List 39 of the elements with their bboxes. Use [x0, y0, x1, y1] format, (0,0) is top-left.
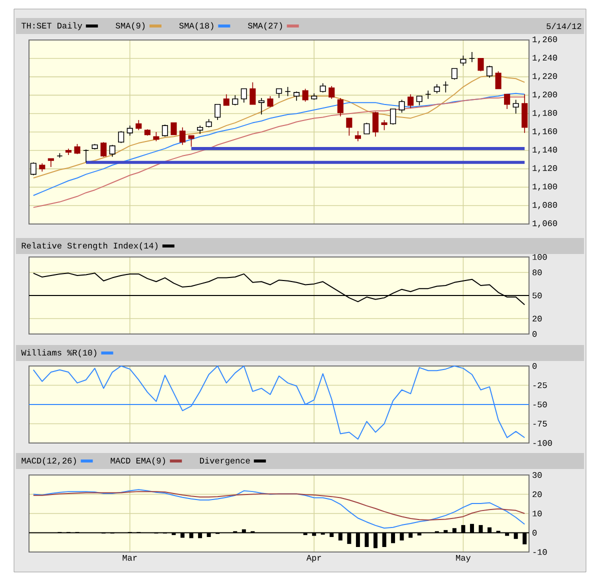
y-tick-label: 100 [532, 254, 547, 260]
y-tick-label: 0 [532, 363, 537, 369]
legend-label: Relative Strength Index(14) [22, 242, 158, 250]
y-tick-label: 1,100 [532, 184, 558, 191]
y-tick-label: 1,060 [532, 220, 558, 228]
y-tick-label: 1,180 [532, 110, 558, 118]
legend-label: SMA(27) [248, 22, 282, 30]
y-tick-label: 1,140 [532, 146, 558, 154]
legend-label: TH:SET Daily [22, 22, 82, 30]
text: 5/14/12 [546, 22, 582, 30]
y-tick-label: 1,220 [532, 73, 558, 80]
y-tick-label: 0 [532, 530, 537, 536]
y-tick-label: 1,200 [532, 92, 558, 99]
y-tick-label: 1,120 [532, 165, 558, 172]
y-tick-label: 20 [532, 491, 542, 498]
y-tick-label: -10 [533, 549, 547, 555]
x-tick-label: May [456, 555, 471, 562]
y-tick-label: -25 [533, 382, 547, 388]
legend-label: MACD EMA(9) [110, 457, 165, 466]
y-tick-label: 0 [532, 331, 537, 337]
y-tick-label: -100 [533, 440, 552, 446]
y-tick-label: 1,160 [532, 128, 558, 136]
y-tick-label: 1,240 [532, 54, 558, 62]
y-tick-label: 80 [532, 270, 542, 276]
y-tick-label: -75 [533, 420, 547, 427]
legend-label: SMA(18) [179, 22, 214, 30]
y-tick-label: -50 [533, 402, 547, 408]
y-tick-label: 1,080 [532, 202, 558, 210]
y-tick-label: 50 [532, 292, 542, 298]
x-tick-label: Mar [122, 555, 137, 561]
y-tick-label: 10 [532, 510, 542, 516]
x-tick-label: Apr [306, 555, 321, 562]
y-tick-label: 1,260 [532, 36, 558, 44]
legend-label: SMA(9) [116, 22, 145, 30]
y-tick-label: 30 [532, 472, 542, 478]
legend-label: MACD(12,26) [22, 457, 76, 466]
legend-label: Divergence [200, 457, 250, 466]
y-tick-label: 20 [532, 316, 542, 322]
legend-label: Williams %R(10) [21, 349, 96, 358]
